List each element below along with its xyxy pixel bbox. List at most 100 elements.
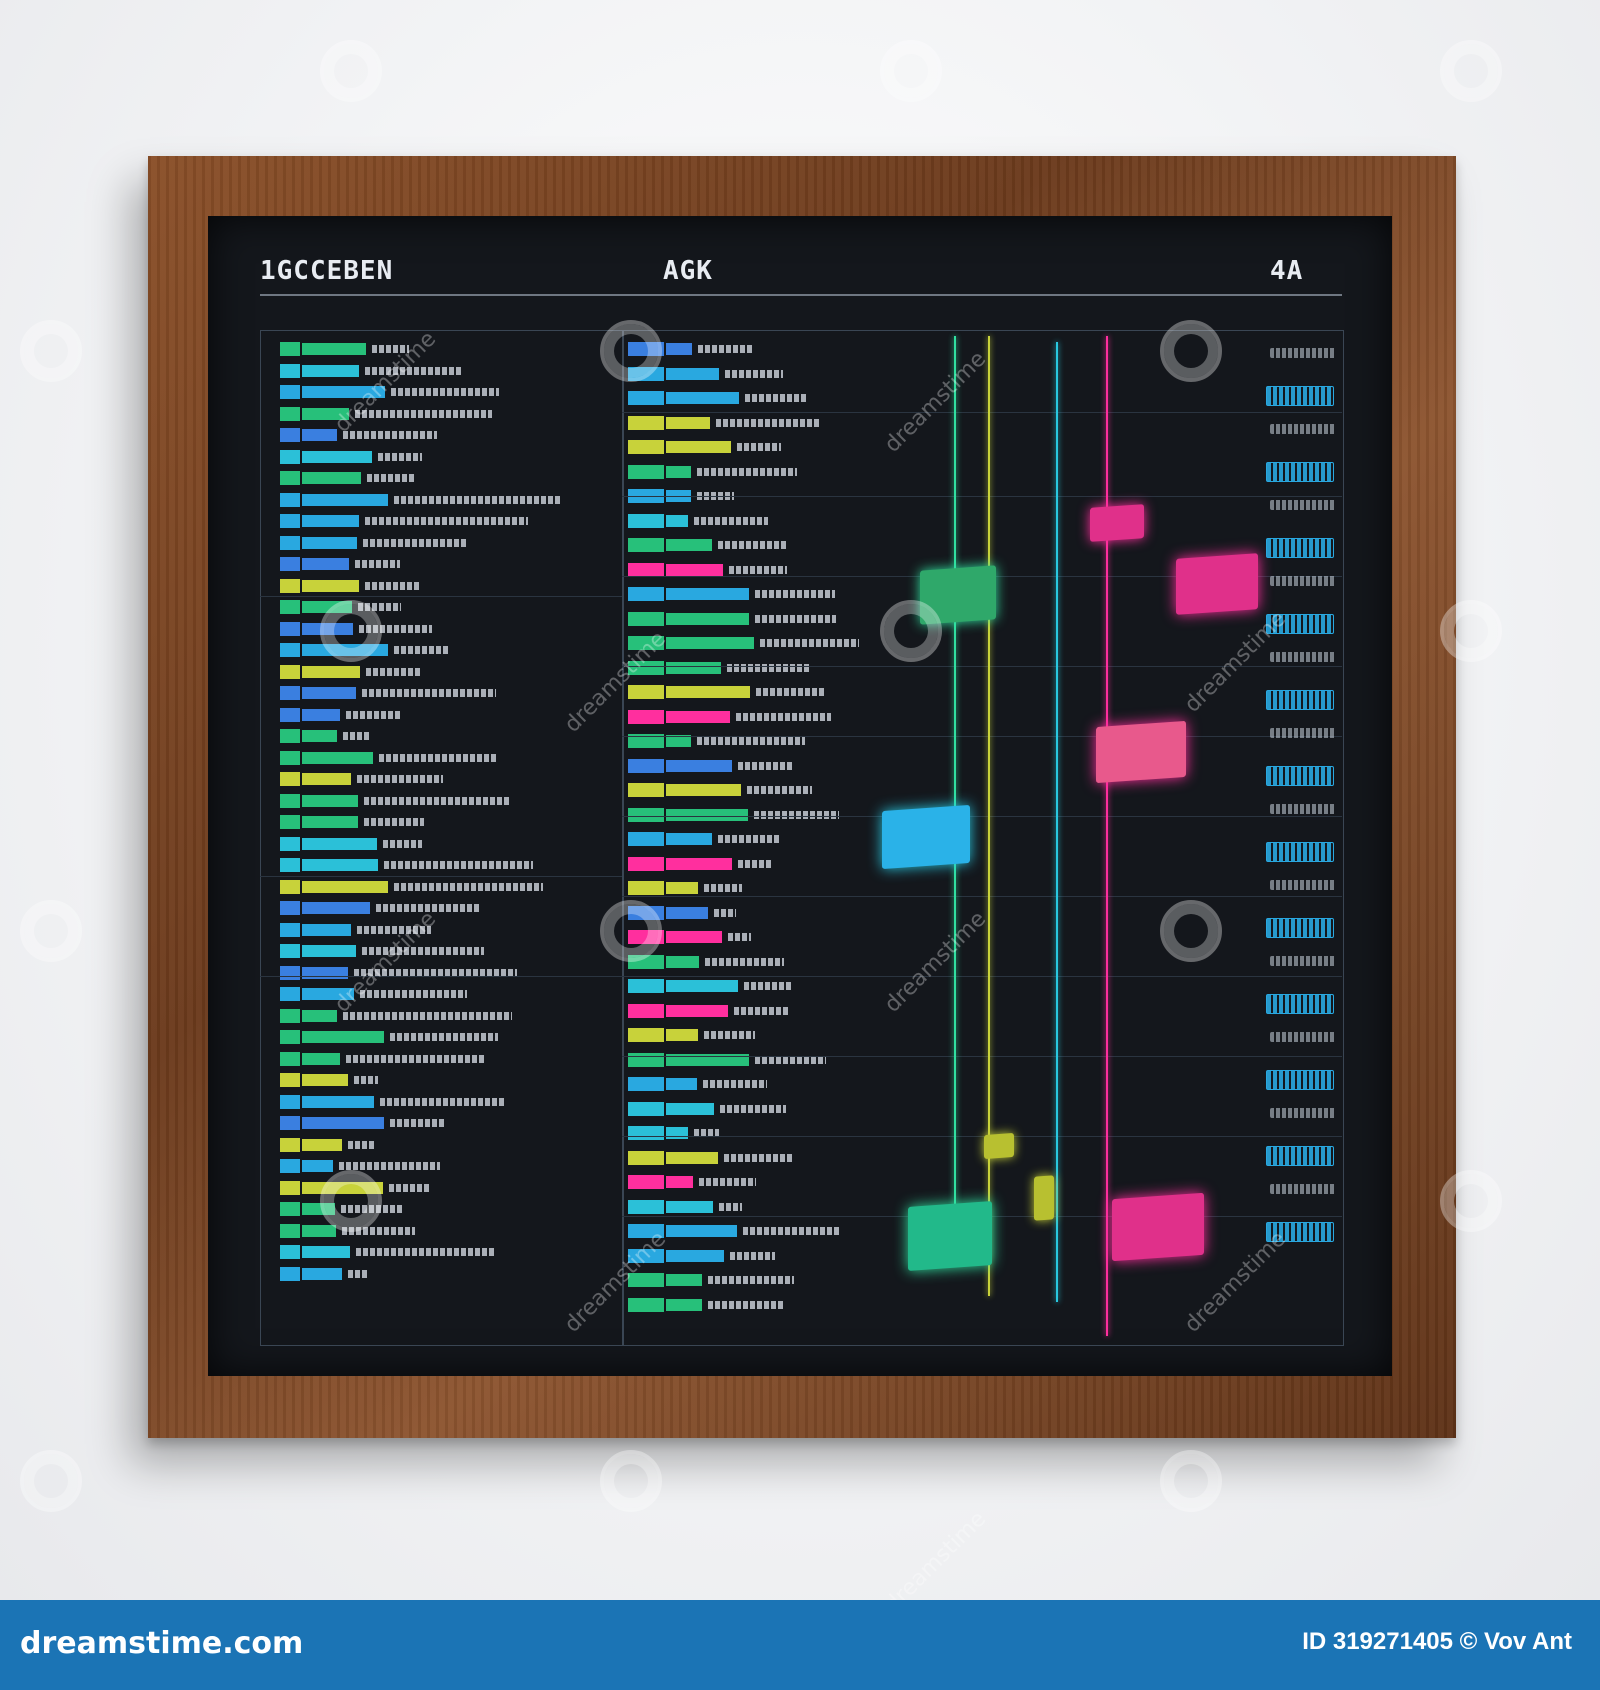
row-text-scribble xyxy=(354,968,518,977)
row-swatch xyxy=(280,686,300,700)
row-swatch xyxy=(628,464,664,479)
row-text-scribble xyxy=(353,1076,378,1084)
watermark-spiral-icon xyxy=(1440,1170,1502,1232)
row-bar xyxy=(302,1031,385,1043)
row-swatch xyxy=(280,385,300,399)
middle-bar-row xyxy=(628,440,781,454)
chalkboard-screen: 1GCCEBEN AGK 4A xyxy=(208,216,1392,1376)
row-swatch xyxy=(280,471,300,485)
left-bar-row xyxy=(280,965,518,980)
row-bar xyxy=(666,343,693,355)
row-bar xyxy=(302,816,359,828)
row-text-scribble xyxy=(347,1269,368,1278)
row-text-scribble xyxy=(699,1178,756,1186)
row-text-scribble xyxy=(357,925,432,934)
row-bar xyxy=(666,416,710,429)
row-swatch xyxy=(628,636,664,650)
left-bar-row xyxy=(280,471,414,485)
left-bar-row xyxy=(280,406,493,421)
left-bar-row xyxy=(280,836,423,851)
row-text-scribble xyxy=(367,474,414,482)
row-bar xyxy=(302,708,341,721)
middle-bar-row xyxy=(628,562,787,577)
row-bar xyxy=(302,407,350,420)
row-bar xyxy=(666,392,739,404)
left-bar-row xyxy=(280,1159,440,1173)
row-swatch xyxy=(628,1224,664,1238)
row-bar xyxy=(302,880,388,893)
right-label xyxy=(1266,614,1334,634)
left-bar-row xyxy=(280,385,500,399)
grid-line xyxy=(622,496,1342,497)
row-bar xyxy=(666,1249,724,1262)
watermark-spiral-icon xyxy=(600,900,662,962)
row-text-scribble xyxy=(390,1033,499,1041)
middle-bar-row xyxy=(628,881,742,895)
row-text-scribble xyxy=(364,818,424,826)
row-swatch xyxy=(280,643,300,657)
right-label xyxy=(1270,804,1336,814)
row-swatch xyxy=(280,965,300,980)
left-bar-row xyxy=(280,772,444,786)
row-swatch xyxy=(628,1248,664,1263)
row-swatch xyxy=(628,660,664,675)
middle-bar-row xyxy=(628,832,780,846)
row-bar xyxy=(302,1117,385,1129)
left-bar-row xyxy=(280,729,371,743)
row-swatch xyxy=(628,734,664,748)
left-bar-row xyxy=(280,1223,416,1238)
row-swatch xyxy=(628,1273,664,1287)
row-text-scribble xyxy=(744,394,806,402)
left-bar-row xyxy=(280,514,528,528)
row-text-scribble xyxy=(393,882,543,891)
row-swatch xyxy=(628,513,664,528)
left-bar-row xyxy=(280,557,401,571)
row-swatch xyxy=(628,538,664,552)
left-bar-row xyxy=(280,1116,445,1130)
row-text-scribble xyxy=(390,1119,445,1127)
grid-line xyxy=(622,666,1342,667)
middle-bar-row xyxy=(628,1052,826,1067)
right-label xyxy=(1270,1108,1336,1118)
row-text-scribble xyxy=(704,1031,756,1039)
row-text-scribble xyxy=(742,1227,840,1235)
row-swatch xyxy=(628,611,664,626)
watermark-spiral-icon xyxy=(20,1450,82,1512)
row-text-scribble xyxy=(708,1276,795,1284)
row-bar xyxy=(666,735,692,747)
row-bar xyxy=(302,859,378,871)
middle-bar-row xyxy=(628,636,860,650)
row-bar xyxy=(666,1274,703,1286)
row-text-scribble xyxy=(754,590,835,598)
row-text-scribble xyxy=(394,495,560,504)
row-text-scribble xyxy=(364,581,420,590)
right-label xyxy=(1270,880,1336,890)
row-text-scribble xyxy=(378,753,496,762)
row-swatch xyxy=(628,881,664,895)
row-swatch xyxy=(280,944,300,958)
row-swatch xyxy=(280,664,300,679)
watermark-spiral-icon xyxy=(1440,40,1502,102)
row-bar xyxy=(302,1074,348,1086)
row-text-scribble xyxy=(376,904,480,912)
middle-bar-row xyxy=(628,1028,756,1042)
left-bar-row xyxy=(280,449,422,464)
row-bar xyxy=(666,784,741,796)
left-bar-row xyxy=(280,578,420,593)
middle-bar-row xyxy=(628,807,839,822)
row-bar xyxy=(302,665,361,678)
row-swatch xyxy=(280,1116,300,1130)
right-label xyxy=(1270,348,1336,358)
watermark-spiral-icon xyxy=(600,1450,662,1512)
row-swatch xyxy=(280,772,300,786)
marker-pink xyxy=(1096,720,1186,784)
row-swatch xyxy=(628,1077,664,1091)
row-text-scribble xyxy=(754,1055,826,1064)
right-label xyxy=(1270,1184,1336,1194)
row-swatch xyxy=(628,1297,664,1312)
row-swatch xyxy=(280,1008,300,1023)
row-bar xyxy=(302,579,359,592)
row-text-scribble xyxy=(746,786,812,794)
stock-footer-bar: dreamstime.com ID 319271405 © Vov Ant xyxy=(0,1600,1600,1690)
grid-line xyxy=(260,596,622,597)
